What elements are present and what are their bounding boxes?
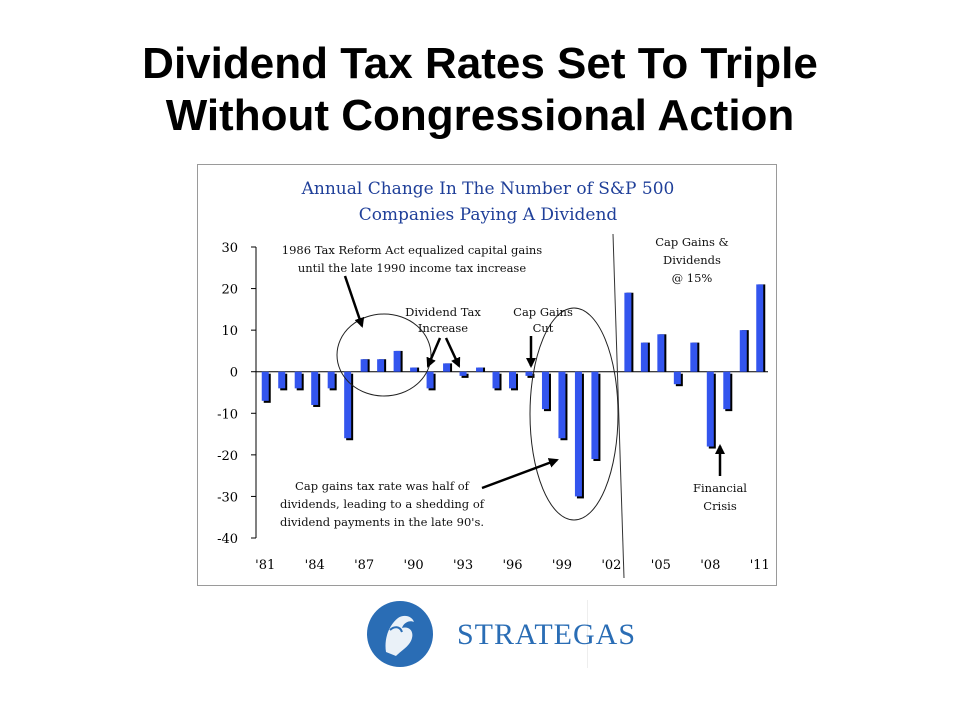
annotation-tax-reform-line-2: until the late 1990 income tax increase xyxy=(298,261,526,275)
bar-1981 xyxy=(261,371,269,401)
bar-1997 xyxy=(525,371,533,376)
x-tick-label: '05 xyxy=(651,558,671,573)
x-tick-label: '93 xyxy=(453,558,473,573)
bar-1985 xyxy=(327,371,335,389)
highlight-ellipse-late-90s xyxy=(529,307,619,521)
x-tick-label: '08 xyxy=(700,558,720,573)
x-tick-label: '11 xyxy=(750,558,770,573)
highlight-ellipse-1987 xyxy=(336,313,432,397)
slide-title-line-1: Dividend Tax Rates Set To Triple xyxy=(142,39,818,88)
annotation-late-90s-line-3: dividend payments in the late 90's. xyxy=(280,515,484,529)
bar-2009 xyxy=(723,371,731,410)
annotation-cap-gains-15-line-1: Cap Gains & xyxy=(655,235,729,249)
x-tick-label: '81 xyxy=(255,558,275,573)
slide-title-line-2: Without Congressional Action xyxy=(165,91,795,140)
y-tick-label: -40 xyxy=(217,532,238,547)
y-tick-label: -10 xyxy=(217,407,238,422)
regime-divider-line xyxy=(612,233,625,579)
bar-1996 xyxy=(509,371,516,389)
chart-title: Annual Change In The Number of S&P 500 C… xyxy=(301,179,675,225)
chart-title-line-2: Companies Paying A Dividend xyxy=(359,205,618,225)
bar-1990 xyxy=(410,367,418,372)
bar-1984 xyxy=(311,371,319,405)
annotation-late-90s-line-1: Cap gains tax rate was half of xyxy=(295,479,470,493)
bar-1994 xyxy=(476,367,484,372)
y-tick-label: 30 xyxy=(221,241,238,256)
bar-series xyxy=(261,284,766,499)
x-tick-label: '96 xyxy=(502,558,522,573)
bar-2010 xyxy=(739,330,747,372)
bar-1993 xyxy=(459,371,467,376)
bar-1988 xyxy=(377,359,385,372)
chart-title-line-1: Annual Change In The Number of S&P 500 xyxy=(301,179,675,199)
annotation-financial-crisis-line-1: Financial xyxy=(693,481,747,495)
bar-1992 xyxy=(443,363,451,372)
y-tick-label: -20 xyxy=(217,449,238,464)
x-tick-label: '84 xyxy=(305,558,325,573)
bar-1983 xyxy=(294,371,302,389)
annotation-dividend-tax-line-1: Dividend Tax xyxy=(405,305,481,319)
x-tick-label: '90 xyxy=(404,558,424,573)
bar-1986 xyxy=(344,371,352,439)
x-tick-label: '02 xyxy=(601,558,621,573)
bar-2005 xyxy=(657,334,665,372)
x-axis: '81 '84 '87 '90 '93 '96 '99 '02 '05 '08 '11 xyxy=(255,558,770,573)
arrow-dividend-tax-right xyxy=(444,337,461,368)
annotation-financial-crisis-line-2: Crisis xyxy=(703,499,737,513)
bar-2001 xyxy=(591,371,599,460)
y-tick-label: 20 xyxy=(221,283,238,298)
bar-2004 xyxy=(640,342,648,372)
arrow-late-90s xyxy=(481,458,559,490)
annotation-cap-gains-15-line-3: @ 15% xyxy=(672,271,713,285)
annotation-tax-reform-line-1: 1986 Tax Reform Act equalized capital ga… xyxy=(282,243,543,257)
bar-2007 xyxy=(690,342,698,372)
strategas-logo xyxy=(367,600,588,668)
bar-2008 xyxy=(706,371,714,447)
y-tick-label: -30 xyxy=(217,490,238,505)
arrow-tax-reform xyxy=(343,275,365,328)
y-tick-label: 0 xyxy=(230,366,238,381)
annotation-cap-gains-cut-line-2: Cut xyxy=(533,321,554,335)
bar-1999 xyxy=(558,371,566,439)
logo-wordmark: STRATEGAS xyxy=(457,618,637,651)
bar-2011 xyxy=(756,284,764,372)
x-tick-label: '99 xyxy=(552,558,572,573)
bar-1987 xyxy=(360,359,368,372)
annotation-cap-gains-15-line-2: Dividends xyxy=(663,253,721,267)
annotation-dividend-tax-line-2: Increase xyxy=(418,321,468,335)
annotation-cap-gains-cut-line-1: Cap Gains xyxy=(513,305,573,319)
annotation-late-90s-line-2: dividends, leading to a shedding of xyxy=(280,497,485,511)
bar-1995 xyxy=(492,371,500,389)
y-tick-label: 10 xyxy=(221,324,238,339)
bar-1989 xyxy=(393,350,401,372)
arrow-dividend-tax-left xyxy=(426,337,442,368)
bar-1982 xyxy=(278,371,286,389)
x-tick-label: '87 xyxy=(354,558,374,573)
bar-1998 xyxy=(541,371,549,410)
bar-2000 xyxy=(574,371,582,497)
slide-title: Dividend Tax Rates Set To Triple Without… xyxy=(0,38,960,142)
bar-2006 xyxy=(673,371,681,385)
bar-1991 xyxy=(426,371,434,389)
bar-2003 xyxy=(624,292,632,372)
